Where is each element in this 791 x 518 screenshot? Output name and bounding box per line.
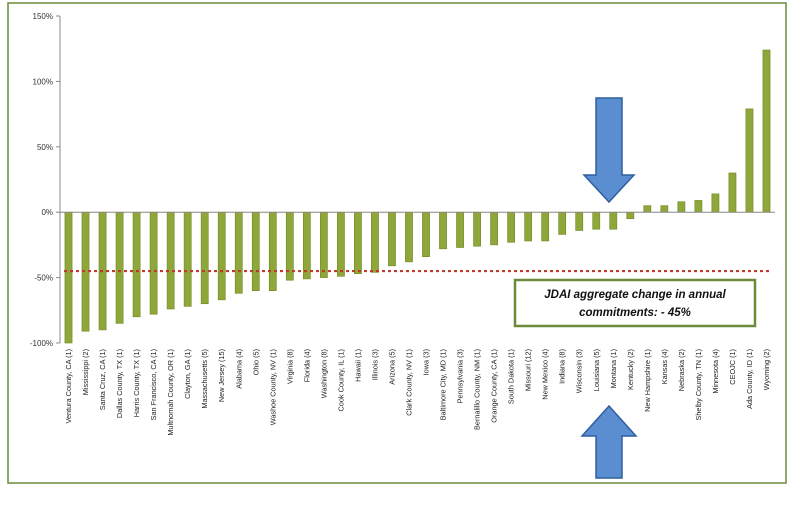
x-tick-label: Kentucky (2) bbox=[626, 349, 635, 390]
x-tick-label: Washoe County, NV (1) bbox=[268, 349, 277, 425]
x-tick-label: Kansas (4) bbox=[660, 349, 669, 384]
x-tick-label: Baltimore City, MD (1) bbox=[439, 349, 448, 420]
x-tick-label: Washington (8) bbox=[319, 349, 328, 398]
x-tick-label: Wyoming (2) bbox=[762, 349, 771, 390]
bar bbox=[388, 211, 396, 267]
bar bbox=[660, 205, 669, 213]
bar bbox=[64, 211, 73, 344]
x-tick-label: Shelby County, TN (1) bbox=[694, 349, 703, 421]
bar bbox=[711, 193, 720, 213]
bar bbox=[592, 211, 601, 230]
x-tick-label: San Francisco, CA (1) bbox=[149, 349, 158, 420]
x-tick-label: Massachusetts (5) bbox=[200, 349, 209, 409]
bar bbox=[422, 211, 430, 257]
bar bbox=[234, 211, 243, 294]
bar bbox=[166, 211, 175, 310]
y-tick-label: -50% bbox=[34, 274, 53, 283]
y-axis: -100% -50% 0% 50% 100% 150% bbox=[30, 12, 61, 348]
bar bbox=[575, 211, 584, 231]
x-tick-label: Harris County, TX (1) bbox=[132, 349, 141, 417]
x-tick-label: Clark County, NV (1) bbox=[404, 349, 413, 416]
x-tick-label: New Jersey (15) bbox=[217, 349, 226, 402]
y-tick-label: 50% bbox=[37, 143, 53, 152]
x-tick-label: Alabama (4) bbox=[234, 349, 243, 389]
bar bbox=[217, 211, 226, 301]
x-tick-label: Hawaii (1) bbox=[353, 349, 362, 382]
x-tick-label: Iowa (3) bbox=[422, 349, 431, 375]
x-tick-label: Bernalillo County, NM (1) bbox=[473, 349, 482, 430]
bar bbox=[337, 211, 345, 277]
arrow-up-icon bbox=[580, 404, 638, 479]
x-tick-label: Virginia (8) bbox=[285, 349, 294, 384]
bar bbox=[609, 211, 618, 230]
x-tick-label: Santa Cruz, CA (1) bbox=[98, 349, 107, 410]
bar bbox=[745, 108, 754, 213]
bar bbox=[439, 211, 447, 250]
bar bbox=[541, 211, 550, 242]
aggregate-annotation: JDAI aggregate change in annual commitme… bbox=[513, 278, 757, 328]
x-tick-label: Ada County, ID (1) bbox=[745, 349, 754, 409]
chart-frame bbox=[7, 2, 787, 484]
bar bbox=[507, 211, 516, 243]
x-tick-label: Florida (4) bbox=[302, 349, 311, 382]
x-tick-label: New Hampshire (1) bbox=[643, 349, 652, 412]
bar bbox=[251, 211, 260, 291]
annotation-line-1: JDAI aggregate change in annual bbox=[544, 289, 726, 301]
x-axis-labels: Ventura County, CA (1) Mississippi (2) San… bbox=[64, 349, 771, 436]
bar bbox=[473, 211, 481, 247]
x-tick-label: Dallas County, TX (1) bbox=[115, 349, 124, 418]
x-tick-label: Indiana (8) bbox=[558, 349, 567, 384]
annotation-box bbox=[513, 278, 757, 328]
bar bbox=[302, 211, 311, 280]
x-tick-label: Nebraska (2) bbox=[677, 349, 686, 391]
x-tick-label: Pennsylvania (3) bbox=[456, 349, 465, 403]
bar bbox=[558, 211, 567, 235]
x-tick-label: CEOJC (1) bbox=[728, 349, 737, 385]
x-tick-label: Clayton, GA (1) bbox=[183, 349, 192, 399]
x-tick-label: Cook County, IL (1) bbox=[336, 349, 345, 411]
y-tick-label: 150% bbox=[33, 12, 53, 21]
bar bbox=[319, 211, 328, 278]
bar bbox=[643, 205, 652, 213]
bar bbox=[268, 211, 277, 291]
bar bbox=[524, 211, 533, 242]
x-tick-label: South Dakota (1) bbox=[507, 349, 516, 404]
x-tick-label: Montana (1) bbox=[609, 349, 618, 388]
y-tick-label: 100% bbox=[33, 77, 53, 86]
bar bbox=[456, 211, 464, 248]
x-tick-label: Multnomah County, OR (1) bbox=[166, 349, 175, 436]
x-tick-label: Arizona (5) bbox=[387, 349, 396, 385]
bar bbox=[626, 211, 635, 220]
x-tick-label: Ohio (5) bbox=[251, 349, 260, 375]
y-tick-label: -100% bbox=[30, 339, 53, 348]
y-tick-label: 0% bbox=[41, 208, 53, 217]
bar bbox=[200, 211, 209, 305]
bar bbox=[405, 211, 413, 263]
arrow-down-icon bbox=[582, 97, 636, 204]
bar bbox=[354, 211, 362, 274]
bar bbox=[149, 211, 158, 315]
x-tick-label: Missouri (12) bbox=[524, 349, 533, 391]
bar bbox=[490, 211, 498, 246]
bar bbox=[677, 201, 686, 213]
x-tick-label: Orange County, CA (1) bbox=[490, 349, 499, 423]
bar bbox=[371, 211, 379, 273]
bar bbox=[694, 200, 703, 213]
x-tick-label: Mississippi (2) bbox=[81, 349, 90, 395]
bar bbox=[762, 49, 771, 213]
bar bbox=[183, 211, 192, 307]
x-tick-label: Louisiana (5) bbox=[592, 349, 601, 391]
annotation-line-2: commitments: - 45% bbox=[579, 307, 691, 319]
x-tick-label: Wisconsin (3) bbox=[575, 349, 584, 393]
x-tick-label: Minnesota (4) bbox=[711, 349, 720, 394]
x-tick-label: Illinois (3) bbox=[370, 349, 379, 380]
bar bbox=[728, 172, 737, 213]
bar bbox=[132, 211, 141, 318]
x-tick-label: New Mexico (4) bbox=[541, 349, 550, 400]
bar bbox=[115, 211, 124, 324]
x-tick-label: Ventura County, CA (1) bbox=[64, 349, 73, 424]
